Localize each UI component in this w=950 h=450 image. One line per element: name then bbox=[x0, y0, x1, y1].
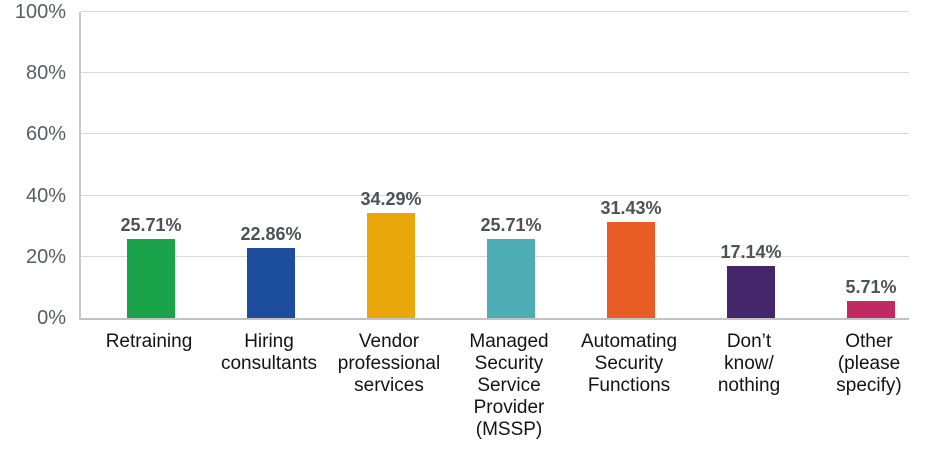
bar-value-label: 25.71% bbox=[480, 215, 542, 236]
bar-column: 34.29% bbox=[331, 12, 451, 318]
category-label-dont-know-nothing: Don’t know/ nothing bbox=[717, 331, 781, 396]
plot-area: 25.71% 22.86% 34.29% 25.71% 31.43% 17.14… bbox=[79, 11, 909, 320]
y-tick-0: 0% bbox=[37, 307, 66, 329]
category-label-automating-security-functions: Automating Security Functions bbox=[580, 331, 678, 396]
bar-value-label: 34.29% bbox=[360, 189, 422, 210]
y-tick-80: 80% bbox=[25, 62, 66, 85]
category-label-other-please-specify: Other (please specify) bbox=[836, 331, 902, 396]
y-tick-40: 40% bbox=[25, 184, 66, 207]
bar-mssp bbox=[487, 239, 535, 318]
bar-automating-security-functions bbox=[607, 221, 655, 318]
bar-column: 22.86% bbox=[211, 12, 331, 318]
gridline-100 bbox=[81, 11, 909, 12]
bar-value-label: 5.71% bbox=[845, 276, 897, 297]
gridline-80 bbox=[81, 72, 909, 74]
category-label-mssp: Managed Security Service Provider (MSSP) bbox=[469, 331, 549, 440]
y-tick-20: 20% bbox=[25, 245, 66, 268]
bar-vendor-professional-services bbox=[367, 213, 415, 318]
bar-value-label: 31.43% bbox=[600, 197, 662, 218]
x-axis: Retraining Hiring consultants Vendor pro… bbox=[89, 331, 929, 441]
bar-column: 5.71% bbox=[811, 12, 931, 318]
category-label-vendor-professional-services: Vendor professional services bbox=[337, 331, 441, 396]
gridline-60 bbox=[81, 133, 909, 135]
y-axis: 0% 20% 40% 60% 80% 100% bbox=[0, 2, 70, 328]
bar-other-please-specify bbox=[847, 300, 895, 318]
bar-value-label: 25.71% bbox=[120, 215, 182, 236]
y-tick-100: 100% bbox=[14, 1, 66, 23]
bar-retraining bbox=[127, 239, 175, 318]
bar-value-label: 22.86% bbox=[240, 224, 302, 244]
bar-column: 25.71% bbox=[91, 12, 211, 318]
category-label-hiring-consultants: Hiring consultants bbox=[220, 331, 318, 374]
bar-dont-know-nothing bbox=[727, 265, 775, 318]
bar-column: 31.43% bbox=[571, 12, 691, 318]
bar-column: 25.71% bbox=[451, 12, 571, 318]
bar-column: 17.14% bbox=[691, 12, 811, 318]
bar-hiring-consultants bbox=[247, 248, 295, 318]
bar-value-label: 17.14% bbox=[720, 241, 782, 262]
category-label-retraining: Retraining bbox=[105, 331, 193, 352]
gridline-40 bbox=[81, 194, 909, 196]
bars-row: 25.71% 22.86% 34.29% 25.71% 31.43% 17.14… bbox=[91, 12, 931, 318]
y-tick-60: 60% bbox=[25, 123, 66, 146]
